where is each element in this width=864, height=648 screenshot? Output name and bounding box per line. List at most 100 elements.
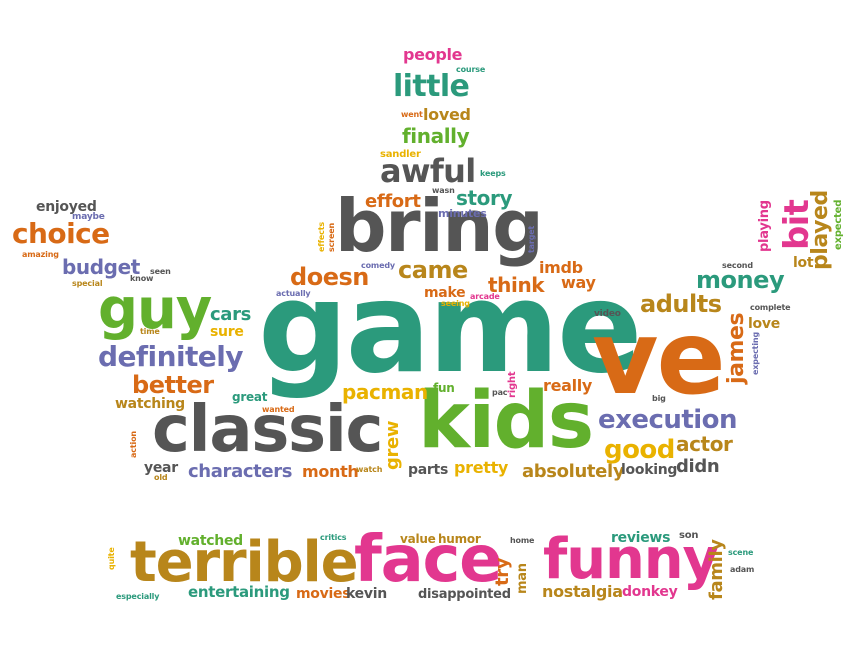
- word-sure: sure: [210, 324, 244, 340]
- word-kids: kids: [418, 376, 594, 466]
- word-arcade: arcade: [470, 292, 500, 301]
- word-little: little: [393, 69, 470, 104]
- word-wasn: wasn: [432, 186, 455, 195]
- word-home: home: [510, 536, 535, 545]
- word-choice: choice: [12, 217, 110, 250]
- word-expecting: expecting: [751, 331, 760, 375]
- word-old: old: [154, 473, 168, 482]
- word-awful: awful: [380, 152, 476, 190]
- word-wanted: wanted: [262, 405, 295, 414]
- word-try: try: [492, 557, 513, 586]
- word-effort: effort: [365, 191, 421, 212]
- word-family: family: [706, 539, 727, 600]
- word-way: way: [561, 273, 596, 292]
- word-scene: scene: [728, 548, 754, 557]
- word-screen: screen: [327, 222, 336, 252]
- word-expected: expected: [833, 199, 844, 250]
- word-humor: humor: [438, 532, 481, 546]
- word-fun: fun: [433, 381, 455, 395]
- word-donkey: donkey: [622, 584, 678, 600]
- word-entertaining: entertaining: [188, 583, 290, 601]
- word-quite: quite: [107, 547, 116, 570]
- word-action: action: [129, 431, 138, 458]
- word-execution: execution: [598, 405, 738, 435]
- word-finally: finally: [402, 124, 470, 148]
- word-actually: actually: [276, 289, 311, 298]
- word-actor: actor: [676, 432, 733, 456]
- word-people: people: [403, 45, 463, 64]
- word-watched: watched: [178, 533, 243, 549]
- word-story: story: [456, 186, 513, 210]
- word-parts: parts: [408, 462, 448, 478]
- word-value: value: [400, 532, 436, 546]
- word-year: year: [144, 460, 178, 476]
- word-money: money: [696, 266, 785, 294]
- word-know: know: [130, 274, 154, 283]
- word-kevin: kevin: [346, 586, 387, 602]
- word-watch: watch: [356, 465, 383, 474]
- word-seeing: seeing: [441, 299, 470, 308]
- word-man: man: [515, 563, 530, 594]
- word-effects: effects: [317, 221, 326, 252]
- word-playing: playing: [757, 200, 772, 252]
- word-adults: adults: [640, 290, 722, 318]
- word-game: game: [258, 254, 642, 401]
- word-disappointed: disappointed: [418, 587, 511, 602]
- word-funny: funny: [543, 527, 719, 592]
- word-absolutely: absolutely: [522, 461, 625, 482]
- word-complete: complete: [750, 303, 791, 312]
- word-james: james: [724, 312, 749, 384]
- word-great: great: [232, 390, 268, 404]
- word-pretty: pretty: [454, 458, 509, 477]
- word-played: played: [808, 190, 833, 270]
- word-face: face: [354, 523, 503, 597]
- word-definitely: definitely: [98, 340, 244, 373]
- word-better: better: [132, 371, 214, 399]
- word-didn: didn: [676, 456, 720, 477]
- word-keeps: keeps: [480, 169, 506, 178]
- word-special: special: [72, 279, 103, 288]
- word-lot: lot: [793, 255, 814, 271]
- word-think: think: [488, 273, 545, 297]
- word-classic: classic: [152, 393, 383, 467]
- word-second: second: [722, 261, 753, 270]
- word-enjoyed: enjoyed: [36, 199, 97, 215]
- word-target: target: [527, 225, 536, 253]
- word-son: son: [679, 530, 699, 541]
- word-doesn: doesn: [290, 263, 369, 291]
- word-love: love: [748, 316, 780, 332]
- word-really: really: [543, 376, 593, 395]
- word-ve: ve: [592, 299, 726, 418]
- word-grew: grew: [382, 420, 403, 470]
- word-make: make: [424, 285, 466, 301]
- word-amazing: amazing: [22, 250, 59, 259]
- word-pac: pac: [492, 388, 508, 397]
- word-video: video: [594, 309, 621, 319]
- word-came: came: [398, 256, 468, 284]
- word-terrible: terrible: [130, 530, 359, 595]
- word-went: went: [401, 110, 423, 119]
- word-critics: critics: [320, 533, 347, 542]
- word-time: time: [140, 327, 160, 336]
- word-budget: budget: [62, 255, 140, 279]
- word-movies: movies: [296, 586, 351, 602]
- word-characters: characters: [188, 461, 293, 482]
- word-minutes: minutes: [438, 207, 487, 220]
- word-reviews: reviews: [611, 530, 671, 546]
- word-month: month: [302, 462, 359, 481]
- word-maybe: maybe: [72, 212, 105, 222]
- word-good: good: [604, 435, 675, 465]
- word-imdb: imdb: [539, 258, 583, 277]
- word-cars: cars: [210, 304, 251, 325]
- word-looking: looking: [621, 462, 678, 478]
- word-comedy: comedy: [361, 261, 395, 270]
- word-sandler: sandler: [380, 149, 421, 160]
- word-bring: bring: [335, 184, 544, 268]
- word-big: big: [652, 394, 666, 403]
- word-pacman: pacman: [342, 380, 428, 404]
- word-guy: guy: [98, 277, 212, 342]
- word-watching: watching: [115, 396, 185, 412]
- word-course: course: [456, 65, 486, 74]
- word-nostalgia: nostalgia: [542, 582, 623, 601]
